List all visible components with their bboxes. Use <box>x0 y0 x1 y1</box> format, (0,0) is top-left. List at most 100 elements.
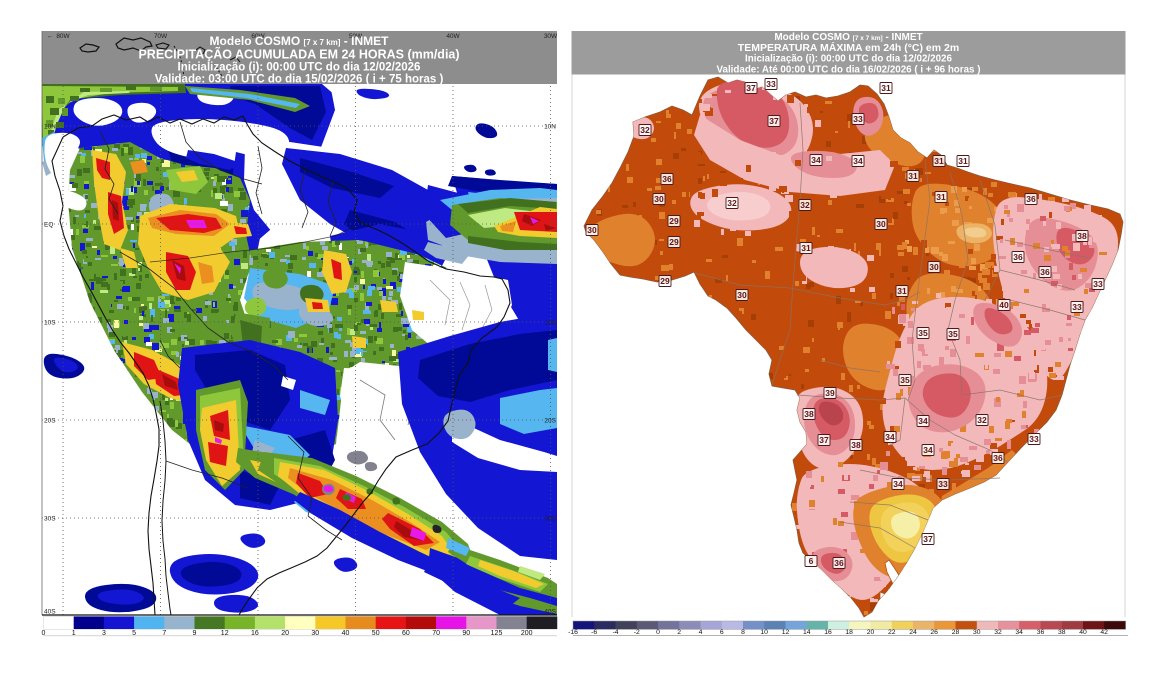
svg-text:30: 30 <box>587 225 597 235</box>
svg-text:10N: 10N <box>44 124 56 131</box>
svg-text:33: 33 <box>1093 279 1103 289</box>
svg-text:8: 8 <box>741 629 745 636</box>
svg-text:26: 26 <box>930 629 938 636</box>
svg-text:20: 20 <box>281 630 289 637</box>
svg-text:32: 32 <box>727 198 737 208</box>
svg-text:40S: 40S <box>544 609 556 616</box>
svg-text:50W: 50W <box>349 33 363 40</box>
svg-text:31: 31 <box>908 171 918 181</box>
svg-text:31: 31 <box>958 156 968 166</box>
svg-text:-6: -6 <box>591 629 597 636</box>
svg-text:70: 70 <box>432 630 440 637</box>
svg-text:36: 36 <box>993 453 1003 463</box>
svg-text:36: 36 <box>834 558 844 568</box>
svg-text:30: 30 <box>973 629 981 636</box>
svg-text:Modelo COSMO [7 x 7 km] - INME: Modelo COSMO [7 x 7 km] - INMET <box>774 32 922 43</box>
svg-text:40: 40 <box>342 630 350 637</box>
svg-text:33: 33 <box>1029 434 1039 444</box>
svg-text:-2: -2 <box>634 629 640 636</box>
svg-text:30S: 30S <box>44 516 56 523</box>
svg-text:30: 30 <box>929 262 939 272</box>
svg-text:6: 6 <box>720 629 724 636</box>
svg-text:5: 5 <box>132 630 136 637</box>
svg-text:37: 37 <box>819 435 829 445</box>
svg-text:32: 32 <box>800 200 810 210</box>
svg-text:38: 38 <box>851 440 861 450</box>
svg-text:30: 30 <box>737 290 747 300</box>
svg-text:36: 36 <box>662 174 672 184</box>
svg-text:36: 36 <box>1040 267 1050 277</box>
svg-text:31: 31 <box>936 192 946 202</box>
svg-text:10S: 10S <box>544 320 556 327</box>
svg-text:40: 40 <box>999 300 1009 310</box>
svg-text:Inicialização (i): 00:00 UTC d: Inicialização (i): 00:00 UTC do dia 12/0… <box>745 54 952 65</box>
svg-text:PRECIPITAÇÃO ACUMULADA EM 24 H: PRECIPITAÇÃO ACUMULADA EM 24 HORAS (mm/d… <box>138 47 459 62</box>
svg-text:60: 60 <box>402 630 410 637</box>
svg-text:7: 7 <box>162 630 166 637</box>
svg-text:-16: -16 <box>568 629 578 636</box>
svg-text:50: 50 <box>372 630 380 637</box>
svg-text:35: 35 <box>900 375 910 385</box>
svg-text:29: 29 <box>660 276 670 286</box>
svg-text:60W: 60W <box>251 33 265 40</box>
svg-text:20: 20 <box>867 629 875 636</box>
svg-text:14: 14 <box>803 629 811 636</box>
svg-text:40S: 40S <box>44 609 56 616</box>
svg-text:EQ: EQ <box>44 222 53 229</box>
svg-text:10: 10 <box>760 629 768 636</box>
svg-text:33: 33 <box>938 479 948 489</box>
svg-text:35: 35 <box>948 329 958 339</box>
svg-text:18: 18 <box>845 629 853 636</box>
svg-text:Validade: 03:00 UTC do dia 15/: Validade: 03:00 UTC do dia 15/02/2026 ( … <box>155 74 444 86</box>
svg-text:20S: 20S <box>44 418 56 425</box>
svg-text:30: 30 <box>311 630 319 637</box>
svg-text:0: 0 <box>656 629 660 636</box>
svg-text:33: 33 <box>1072 302 1082 312</box>
svg-text:34: 34 <box>853 156 863 166</box>
svg-text:Validade: Até 00:00 UTC do dia: Validade: Até 00:00 UTC do dia 16/02/202… <box>717 65 981 76</box>
svg-text:Inicialização (i): 00:00 UTC d: Inicialização (i): 00:00 UTC do dia 12/0… <box>178 62 421 74</box>
svg-text:33: 33 <box>766 79 776 89</box>
svg-text:70W: 70W <box>154 33 168 40</box>
svg-text:34: 34 <box>923 445 933 455</box>
svg-text:125: 125 <box>491 630 503 637</box>
svg-text:31: 31 <box>881 83 891 93</box>
svg-text:42: 42 <box>1100 629 1108 636</box>
svg-text:36: 36 <box>1026 194 1036 204</box>
svg-text:200: 200 <box>521 630 533 637</box>
svg-text:-4: -4 <box>612 629 618 636</box>
svg-text:30W: 30W <box>544 33 558 40</box>
svg-text:34: 34 <box>918 416 928 426</box>
svg-text:←: ← <box>47 33 54 40</box>
svg-text:9: 9 <box>193 630 197 637</box>
svg-text:33: 33 <box>853 114 863 124</box>
svg-text:3: 3 <box>102 630 106 637</box>
svg-text:31: 31 <box>801 243 811 253</box>
svg-text:6: 6 <box>809 556 814 566</box>
svg-text:38: 38 <box>1077 231 1087 241</box>
svg-text:10S: 10S <box>44 320 56 327</box>
svg-text:37: 37 <box>769 116 779 126</box>
svg-text:32: 32 <box>994 629 1002 636</box>
svg-text:36: 36 <box>1037 629 1045 636</box>
svg-text:10N: 10N <box>544 124 556 131</box>
svg-text:36: 36 <box>1013 252 1023 262</box>
svg-text:31: 31 <box>934 156 944 166</box>
svg-text:34: 34 <box>885 432 895 442</box>
svg-text:16: 16 <box>824 629 832 636</box>
svg-text:24: 24 <box>909 629 917 636</box>
svg-text:30: 30 <box>876 219 886 229</box>
svg-text:90: 90 <box>462 630 470 637</box>
svg-text:38: 38 <box>804 409 814 419</box>
svg-text:12: 12 <box>221 630 229 637</box>
svg-text:28: 28 <box>952 629 960 636</box>
svg-text:38: 38 <box>1058 629 1066 636</box>
svg-text:35: 35 <box>918 328 928 338</box>
svg-text:29: 29 <box>669 216 679 226</box>
svg-text:39: 39 <box>825 388 835 398</box>
svg-text:1: 1 <box>72 630 76 637</box>
svg-text:31: 31 <box>897 286 907 296</box>
svg-text:37: 37 <box>746 83 756 93</box>
svg-text:Modelo COSMO [7 x 7 km] - INME: Modelo COSMO [7 x 7 km] - INMET <box>210 34 390 48</box>
svg-text:32: 32 <box>977 415 987 425</box>
